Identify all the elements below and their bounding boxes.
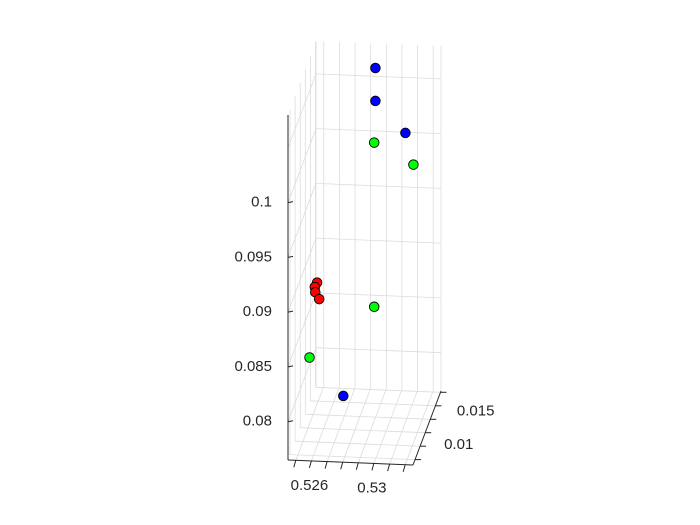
- data-point: [368, 137, 380, 148]
- x-tick-mark: [340, 462, 344, 470]
- z-tick-mark: [287, 201, 294, 204]
- data-point: [313, 293, 325, 305]
- x-tick-mark: [308, 460, 312, 469]
- x-tick-mark: [371, 463, 375, 471]
- data-point: [400, 127, 411, 139]
- grid-line: [315, 183, 442, 189]
- z-tick-label: 0.09: [243, 303, 272, 320]
- y-tick-label: 0.01: [444, 436, 473, 453]
- grid-line: [404, 390, 434, 465]
- tick-labels: 0.08 0.085 0.09 0.095 0.1 0.526 0.53 0.01 0.015: [234, 194, 494, 497]
- z-tick-label: 0.1: [251, 194, 272, 211]
- data-point: [408, 159, 419, 170]
- z-tick-mark: [287, 310, 294, 313]
- x-tick-mark: [387, 463, 391, 472]
- grid-line: [305, 413, 431, 420]
- x-tick-mark: [324, 461, 328, 469]
- grid-line: [300, 427, 426, 434]
- grid-line: [389, 389, 418, 465]
- x-axis-line: [287, 459, 414, 466]
- grid-lines: [287, 41, 442, 465]
- grid-line: [295, 386, 325, 461]
- data-point: [338, 390, 349, 402]
- grid-line: [315, 386, 441, 393]
- grid-line: [326, 387, 356, 462]
- z-tick-mark: [287, 365, 294, 368]
- data-point: [304, 352, 315, 363]
- grid-line: [315, 237, 442, 244]
- y-axis-line: [412, 390, 442, 466]
- x-tick-mark: [402, 464, 406, 472]
- grid-line: [287, 292, 317, 368]
- data-points: [304, 62, 419, 402]
- axes: [287, 115, 447, 472]
- grid-line: [311, 386, 340, 462]
- x-tick-label: 0.53: [357, 479, 386, 496]
- grid-line: [287, 128, 317, 203]
- grid-line: [315, 128, 442, 134]
- z-tick-label: 0.095: [234, 248, 272, 265]
- grid-line: [295, 440, 421, 447]
- grid-line: [287, 183, 317, 258]
- x-tick-mark: [355, 462, 359, 470]
- y-tick-label: 0.015: [457, 402, 495, 419]
- grid-line: [373, 389, 403, 464]
- data-point: [370, 95, 381, 107]
- grid-line: [287, 73, 317, 149]
- z-tick-label: 0.08: [243, 413, 272, 430]
- grid-line: [287, 237, 317, 313]
- data-point: [370, 62, 381, 74]
- x-tick-label: 0.526: [291, 477, 329, 494]
- grid-line: [310, 400, 436, 407]
- grid-line: [315, 73, 442, 80]
- z-tick-mark: [287, 420, 294, 423]
- grid-line: [315, 292, 442, 299]
- grid-line: [315, 347, 442, 354]
- grid-line: [357, 388, 387, 463]
- grid-line: [342, 388, 372, 463]
- x-tick-mark: [293, 460, 297, 468]
- grid-line: [289, 454, 416, 460]
- z-tick-mark: [287, 255, 294, 258]
- data-point: [368, 301, 380, 313]
- z-tick-label: 0.085: [234, 358, 272, 375]
